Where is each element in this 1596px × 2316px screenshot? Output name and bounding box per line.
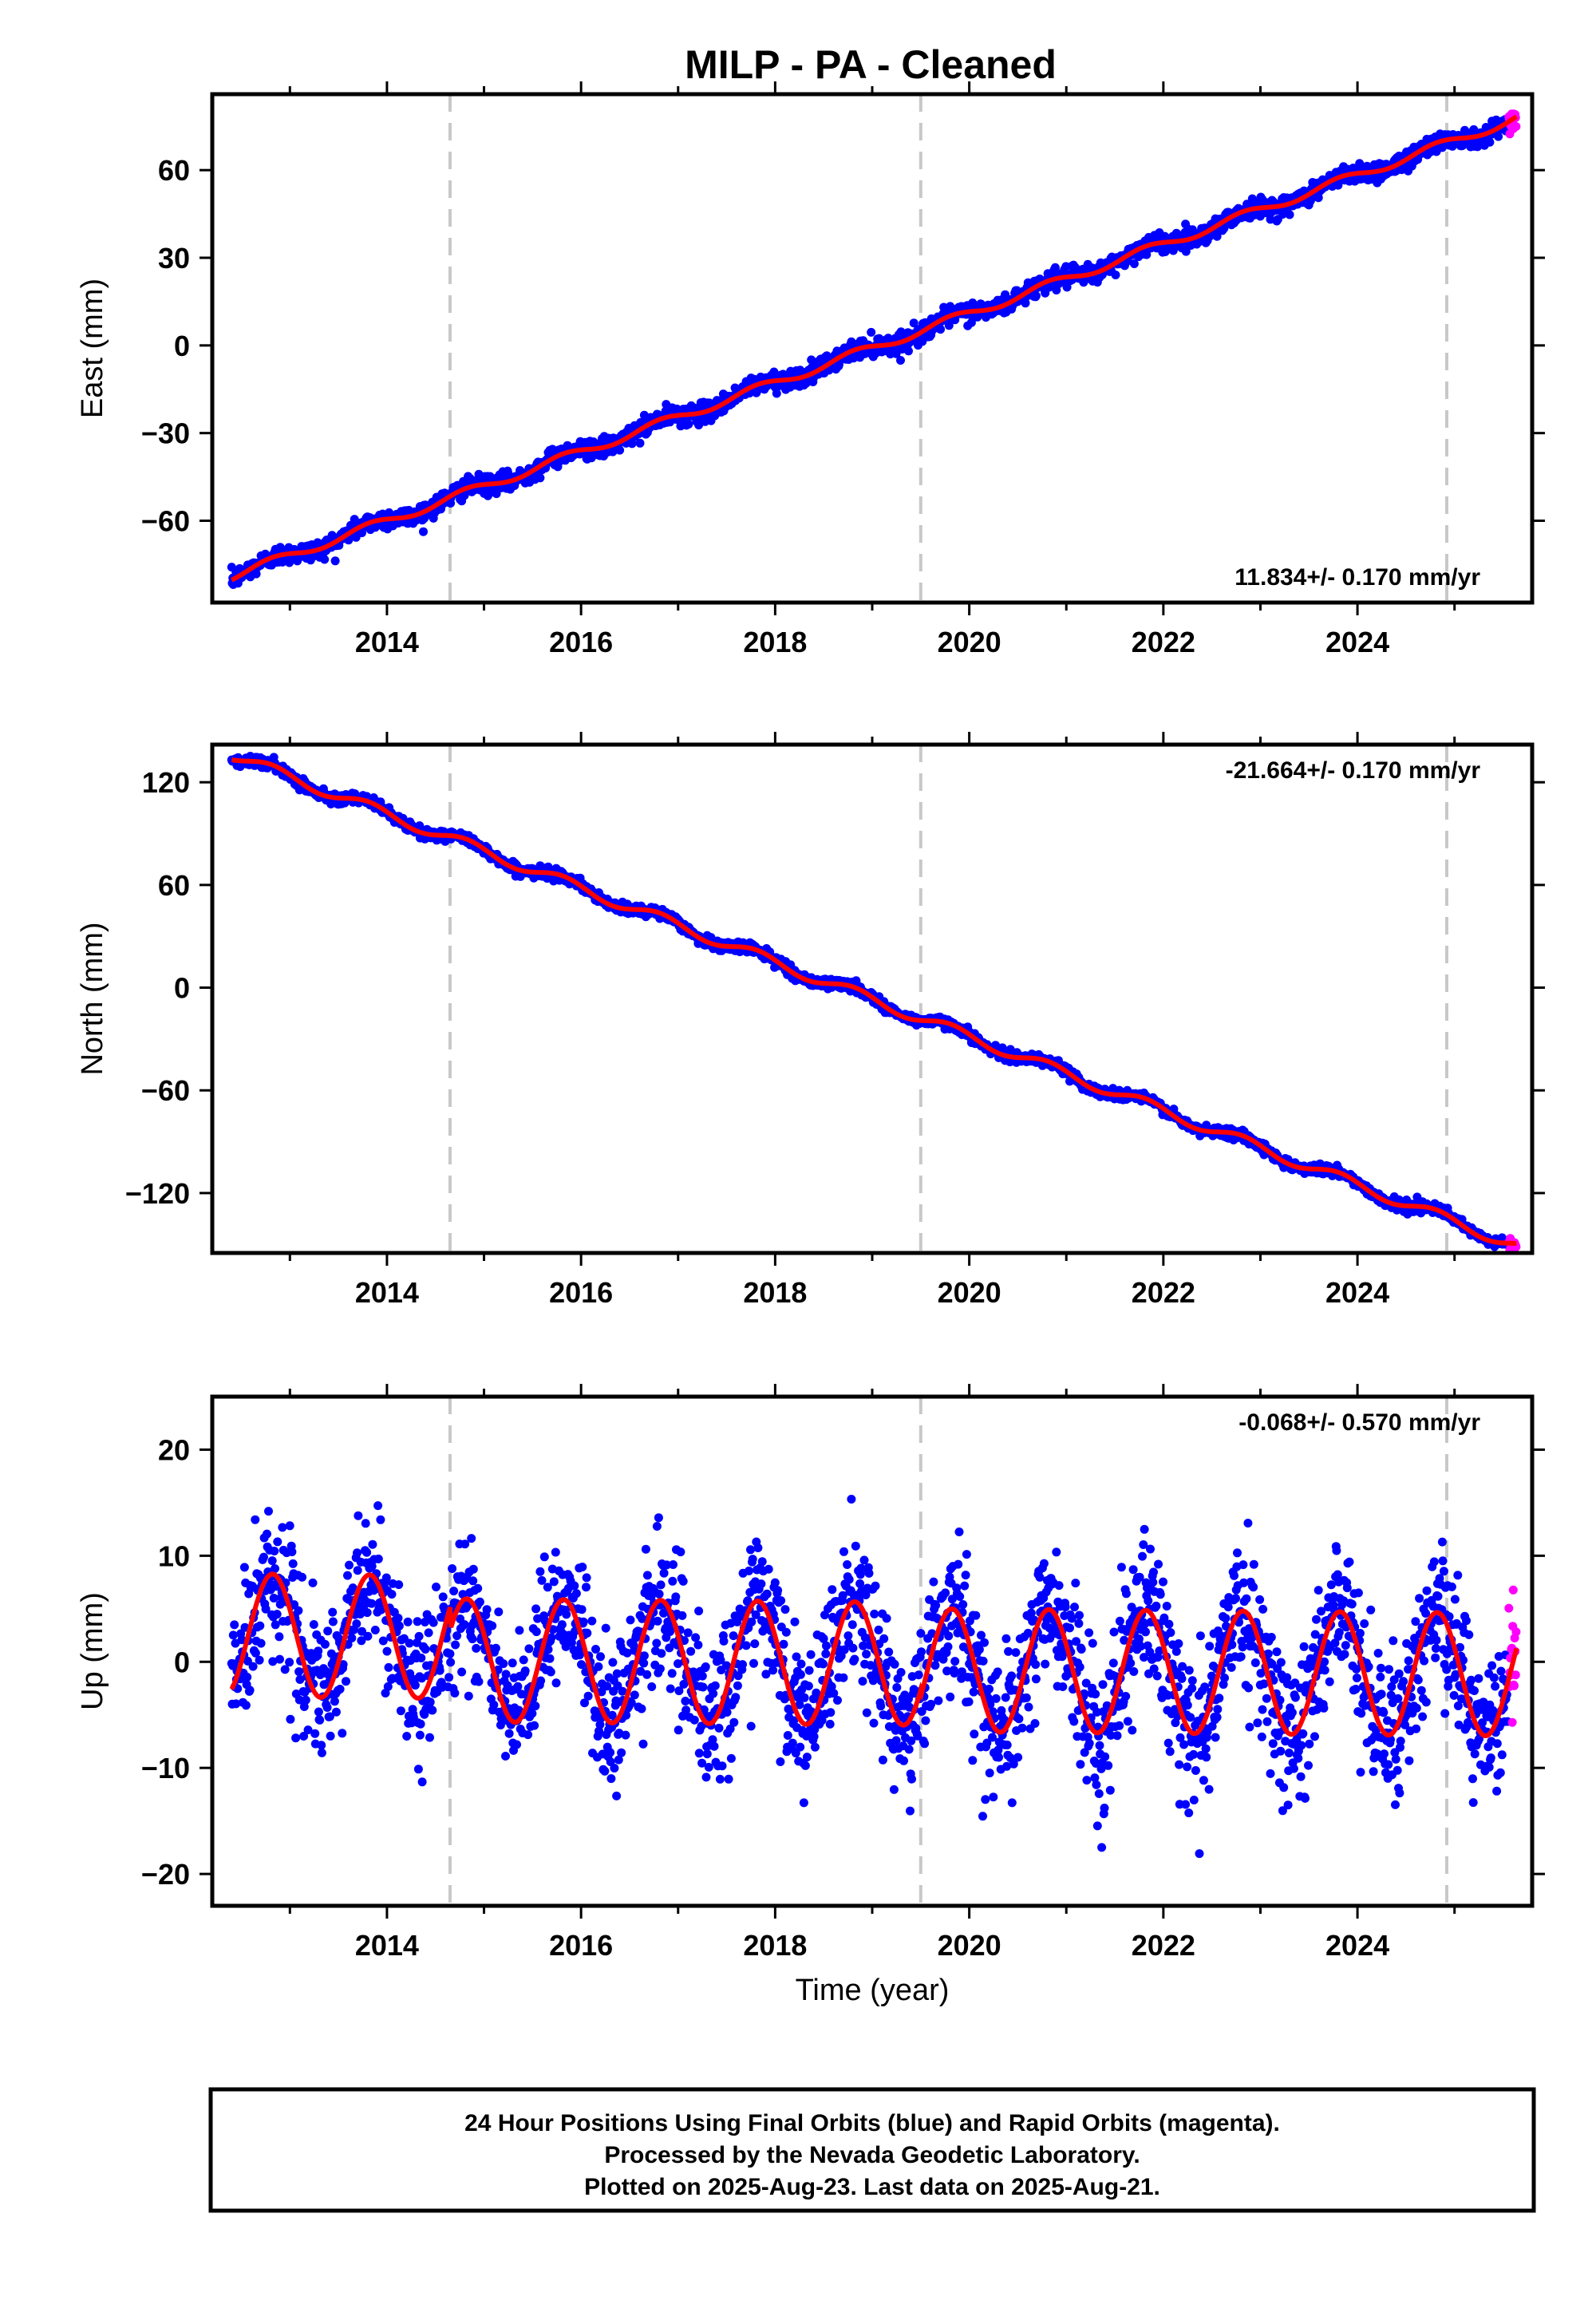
final-orbit-point — [243, 1673, 252, 1682]
x-tick-label: 2016 — [549, 1276, 613, 1309]
final-orbit-point — [867, 327, 876, 337]
x-tick-label: 2024 — [1325, 626, 1389, 658]
final-orbit-point — [1285, 210, 1294, 219]
final-orbit-point — [251, 569, 261, 579]
y-tick-label: 60 — [158, 869, 190, 902]
final-orbit-point — [248, 1662, 258, 1671]
final-orbit-point — [256, 1638, 266, 1648]
final-orbit-points — [227, 752, 1512, 1251]
final-orbit-point — [769, 367, 779, 377]
final-orbit-points — [227, 1495, 1512, 1859]
velocity-rate-label: 11.834+/- 0.170 mm/yr — [1235, 564, 1480, 591]
y-tick-label: 60 — [158, 154, 190, 187]
final-orbit-point — [772, 389, 781, 398]
x-tick-label: 2020 — [938, 1276, 1001, 1309]
final-orbit-point — [255, 1655, 264, 1665]
x-tick-label: 2018 — [743, 1276, 807, 1309]
y-tick-label: −60 — [141, 504, 190, 537]
y-axis-label: North (mm) — [76, 922, 109, 1075]
final-orbit-point — [936, 325, 946, 334]
y-tick-label: 0 — [174, 330, 190, 362]
velocity-rate-label: -21.664+/- 0.170 mm/yr — [1226, 757, 1481, 784]
final-orbit-point — [635, 438, 645, 448]
final-orbit-point — [320, 555, 330, 564]
final-orbit-point — [1355, 159, 1365, 168]
final-orbit-point — [896, 356, 905, 365]
y-axis-label: East (mm) — [76, 279, 109, 418]
final-orbit-point — [1111, 271, 1120, 279]
final-orbit-point — [241, 1701, 251, 1710]
y-tick-label: 30 — [158, 242, 190, 275]
final-orbit-point — [259, 1552, 268, 1562]
final-orbit-point — [230, 1620, 239, 1630]
north-panel: 2014 2016 2018 2020 2022 2024 −120 −60 0 60 120 Nor… — [76, 732, 1545, 1309]
rapid-orbit-point — [1511, 122, 1521, 131]
x-tick-label: 2014 — [355, 1276, 419, 1309]
model-fit-line — [231, 757, 1517, 1247]
y-tick-label: 120 — [142, 766, 190, 799]
figure-title: MILP - PA - Cleaned — [685, 42, 1057, 87]
final-orbit-point — [245, 1686, 255, 1695]
y-tick-label: −60 — [141, 1074, 190, 1107]
final-orbit-point — [251, 1515, 260, 1524]
model-fit-line — [230, 114, 1519, 583]
final-orbit-point — [330, 556, 340, 566]
final-orbit-point — [228, 1630, 238, 1640]
east-panel: 2014 2016 2018 2020 2022 2024 −60 −30 0 30 60 East … — [76, 81, 1545, 658]
x-tick-label: 2022 — [1132, 626, 1195, 658]
x-tick-label: 2014 — [355, 626, 419, 658]
final-orbit-point — [684, 420, 693, 429]
y-tick-label: −30 — [141, 417, 190, 450]
x-tick-label: 2024 — [1325, 1276, 1389, 1309]
final-orbit-point — [535, 473, 545, 483]
x-tick-label: 2022 — [1132, 1276, 1195, 1309]
final-orbit-point — [1031, 291, 1041, 301]
y-tick-label: −120 — [125, 1177, 190, 1210]
x-tick-label: 2020 — [938, 626, 1001, 658]
y-tick-label: 0 — [174, 972, 190, 1005]
final-orbit-point — [1021, 298, 1030, 308]
final-orbit-point — [904, 346, 913, 356]
final-orbit-point — [255, 1621, 265, 1630]
x-tick-label: 2018 — [743, 626, 807, 658]
final-orbit-point — [419, 527, 428, 536]
final-orbit-point — [1485, 137, 1495, 147]
x-tick-label: 2016 — [549, 626, 613, 658]
final-orbit-point — [615, 445, 625, 455]
final-orbit-point — [239, 1563, 249, 1572]
